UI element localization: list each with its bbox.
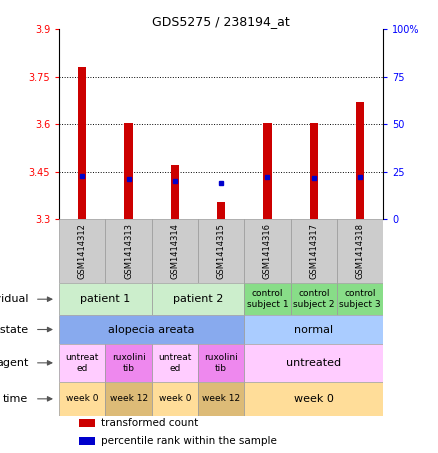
Text: normal: normal [294,324,333,334]
Bar [244,382,383,416]
Text: GSM1414314: GSM1414314 [170,223,180,279]
Text: untreat
ed: untreat ed [66,353,99,372]
Bar [59,219,106,283]
Text: patient 2: patient 2 [173,294,223,304]
Bar [337,283,383,315]
Bar [244,315,383,344]
Bar [59,344,106,382]
Bar [337,219,383,283]
Text: GSM1414317: GSM1414317 [309,223,318,279]
Bar [59,382,106,416]
Text: control
subject 1: control subject 1 [247,289,288,309]
Bar [152,382,198,416]
Text: ruxolini
tib: ruxolini tib [204,353,238,372]
Bar [244,344,383,382]
Text: GSM1414316: GSM1414316 [263,223,272,279]
Text: control
subject 2: control subject 2 [293,289,335,309]
Bar [59,283,152,315]
Title: GDS5275 / 238194_at: GDS5275 / 238194_at [152,15,290,28]
Text: untreated: untreated [286,358,341,368]
Bar [263,123,272,219]
Text: transformed count: transformed count [101,418,198,428]
Bar [106,344,152,382]
Text: week 0: week 0 [294,394,334,404]
Bar [152,283,244,315]
Bar [217,202,226,219]
Bar [152,219,198,283]
Text: GSM1414312: GSM1414312 [78,223,87,279]
Bar [291,219,337,283]
Text: ruxolini
tib: ruxolini tib [112,353,145,372]
Text: week 12: week 12 [202,395,240,403]
Text: time: time [3,394,28,404]
Text: week 0: week 0 [159,395,191,403]
Bar [310,123,318,219]
Bar [171,165,179,219]
Text: week 0: week 0 [66,395,99,403]
Bar [198,344,244,382]
Bar [356,102,364,219]
Text: GSM1414313: GSM1414313 [124,223,133,279]
Text: week 12: week 12 [110,395,148,403]
Text: disease state: disease state [0,324,28,334]
Bar [244,219,291,283]
Bar [152,344,198,382]
Text: control
subject 3: control subject 3 [339,289,381,309]
Bar [78,438,95,445]
Text: GSM1414315: GSM1414315 [217,223,226,279]
Bar [124,123,133,219]
Bar [106,219,152,283]
Bar [198,219,244,283]
Bar [244,283,291,315]
Text: patient 1: patient 1 [80,294,131,304]
Text: untreat
ed: untreat ed [158,353,191,372]
Bar [106,382,152,416]
Bar [291,283,337,315]
Text: GSM1414318: GSM1414318 [356,223,364,279]
Text: individual: individual [0,294,28,304]
Text: alopecia areata: alopecia areata [109,324,195,334]
Text: percentile rank within the sample: percentile rank within the sample [101,436,277,446]
Bar [198,382,244,416]
Bar [78,67,86,219]
Bar [59,315,244,344]
Text: agent: agent [0,358,28,368]
Bar [78,419,95,427]
